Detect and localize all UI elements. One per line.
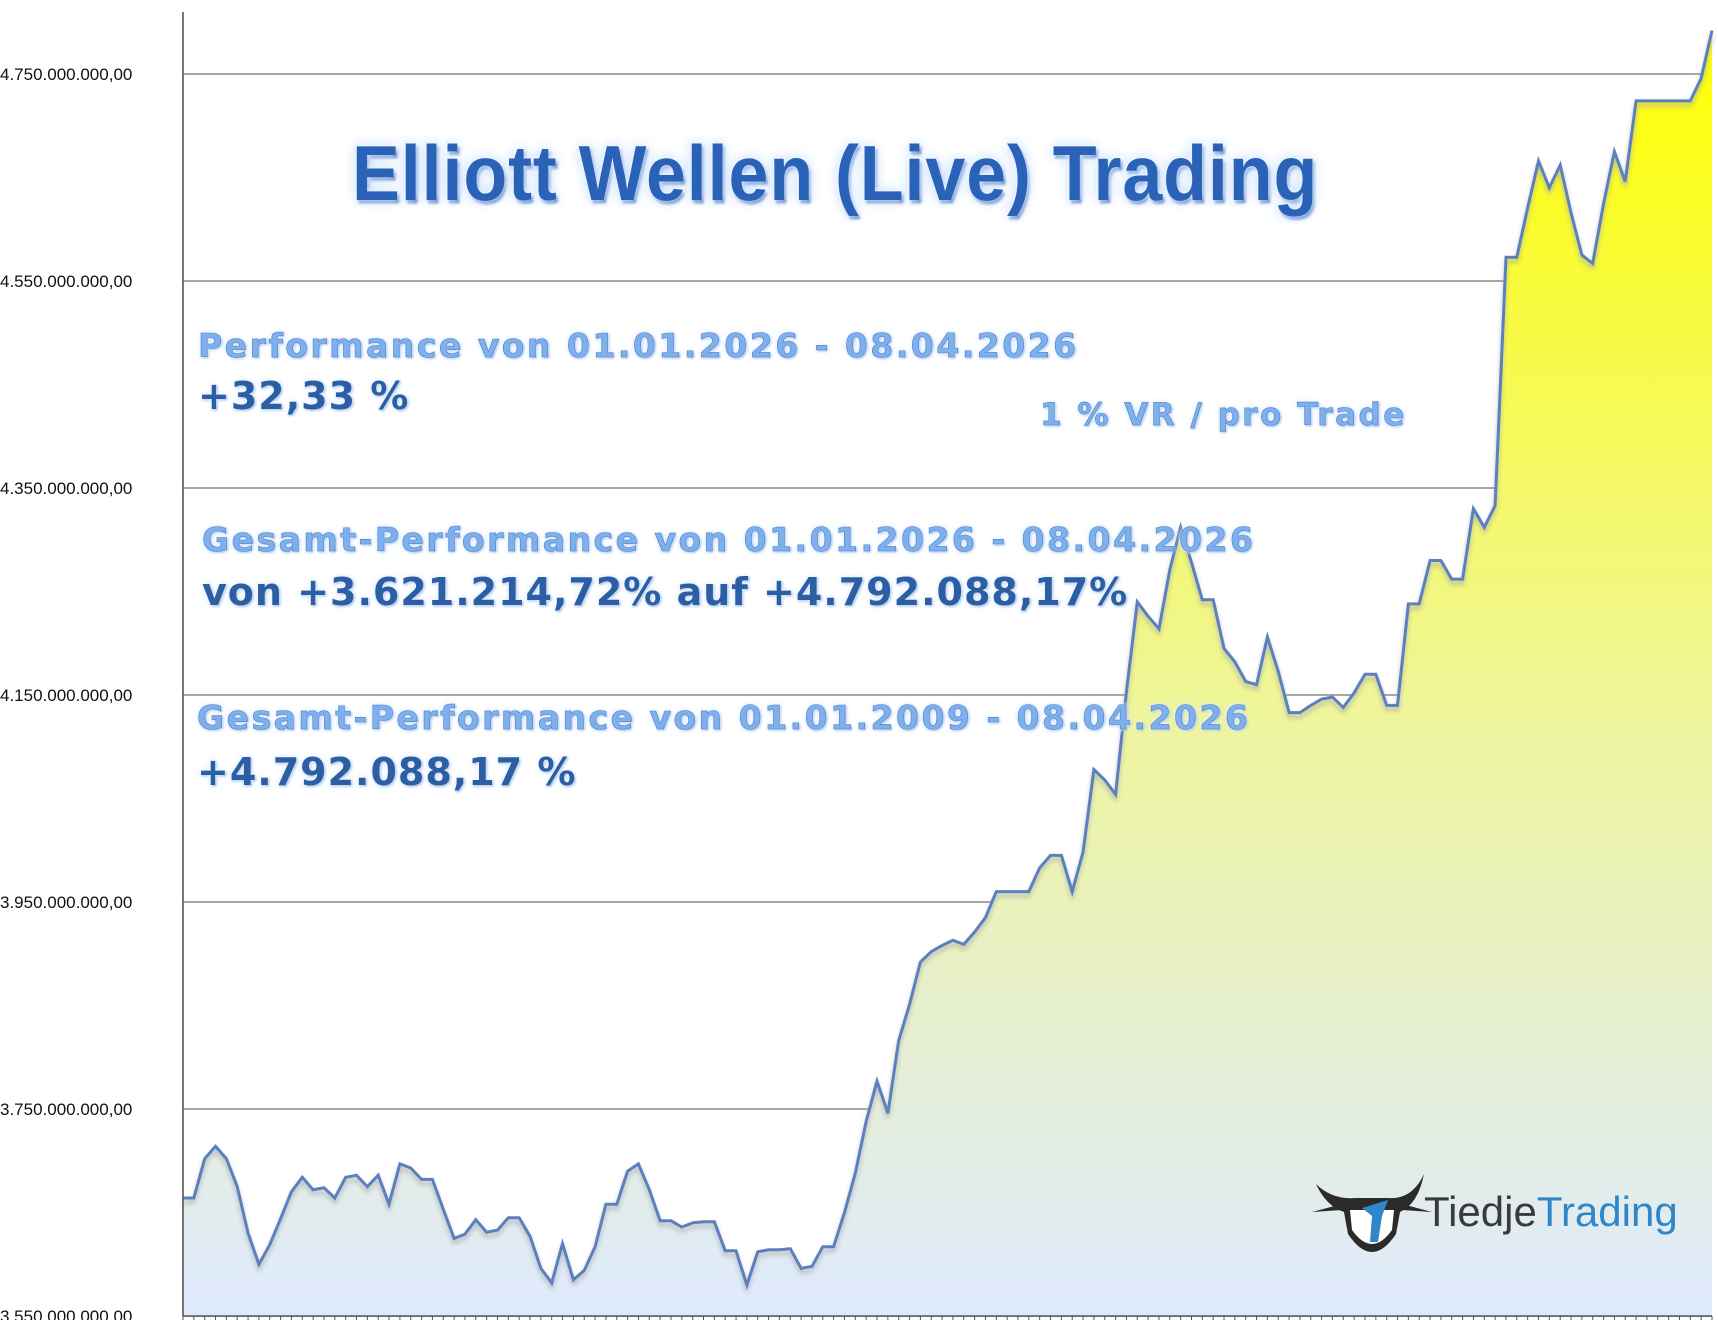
equity-area-fill: [183, 30, 1712, 1316]
logo-word-tiedje: Tiedje: [1424, 1188, 1537, 1235]
logo-word-trading: Trading: [1537, 1188, 1678, 1235]
total-performance-heading-2026: Gesamt-Performance von 01.01.2026 - 08.0…: [202, 520, 1256, 560]
chart-title: Elliott Wellen (Live) Trading: [352, 129, 1319, 217]
bull-head-icon: [1312, 1174, 1432, 1252]
equity-line: [183, 30, 1714, 1290]
series-area: [183, 30, 1714, 1316]
total-performance-value-2009: +4.792.088,17 %: [197, 750, 577, 794]
y-tick-label: 3.750.000.000,00: [0, 1100, 132, 1119]
y-tick-label: 4.750.000.000,00: [0, 65, 132, 84]
y-tick-label: 4.350.000.000,00: [0, 479, 132, 498]
performance-period-heading: Performance von 01.01.2026 - 08.04.2026: [198, 326, 1079, 366]
y-tick-label: 3.950.000.000,00: [0, 893, 132, 912]
total-performance-heading-2009: Gesamt-Performance von 01.01.2009 - 08.0…: [197, 698, 1251, 738]
tiedje-trading-logo: TiedjeTrading: [1312, 1174, 1678, 1252]
y-tick-label: 3.550.000.000,00: [0, 1307, 132, 1320]
performance-value: +32,33 %: [198, 374, 410, 418]
risk-note: 1 % VR / pro Trade: [1040, 397, 1407, 434]
svg-text:TiedjeTrading: TiedjeTrading: [1424, 1188, 1678, 1235]
axes: [182, 12, 1713, 1320]
total-performance-value-2026: von +3.621.214,72% auf +4.792.088,17%: [202, 570, 1129, 614]
y-tick-label: 4.550.000.000,00: [0, 272, 132, 291]
y-axis-ticks: 4.750.000.000,00 4.550.000.000,00 4.350.00…: [0, 65, 132, 1320]
y-tick-label: 4.150.000.000,00: [0, 686, 132, 705]
